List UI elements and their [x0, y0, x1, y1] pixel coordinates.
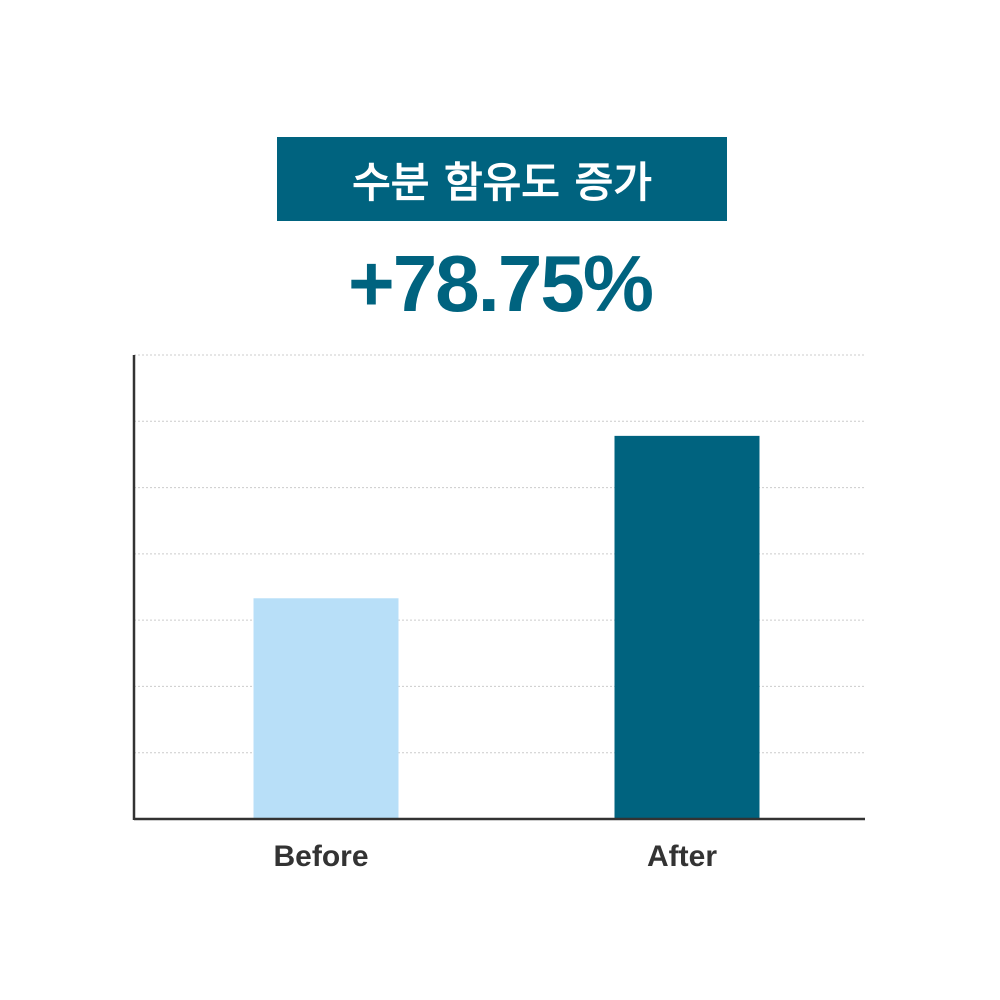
- x-tick-label: Before: [273, 840, 368, 873]
- x-tick-label: After: [647, 840, 717, 873]
- bar-before: [253, 598, 399, 819]
- increase-percentage: +78.75%: [347, 239, 654, 328]
- chart-title: 수분 함유도 증가: [352, 157, 652, 207]
- bar-after: [614, 435, 760, 819]
- chart-title-box: 수분 함유도 증가: [277, 137, 727, 221]
